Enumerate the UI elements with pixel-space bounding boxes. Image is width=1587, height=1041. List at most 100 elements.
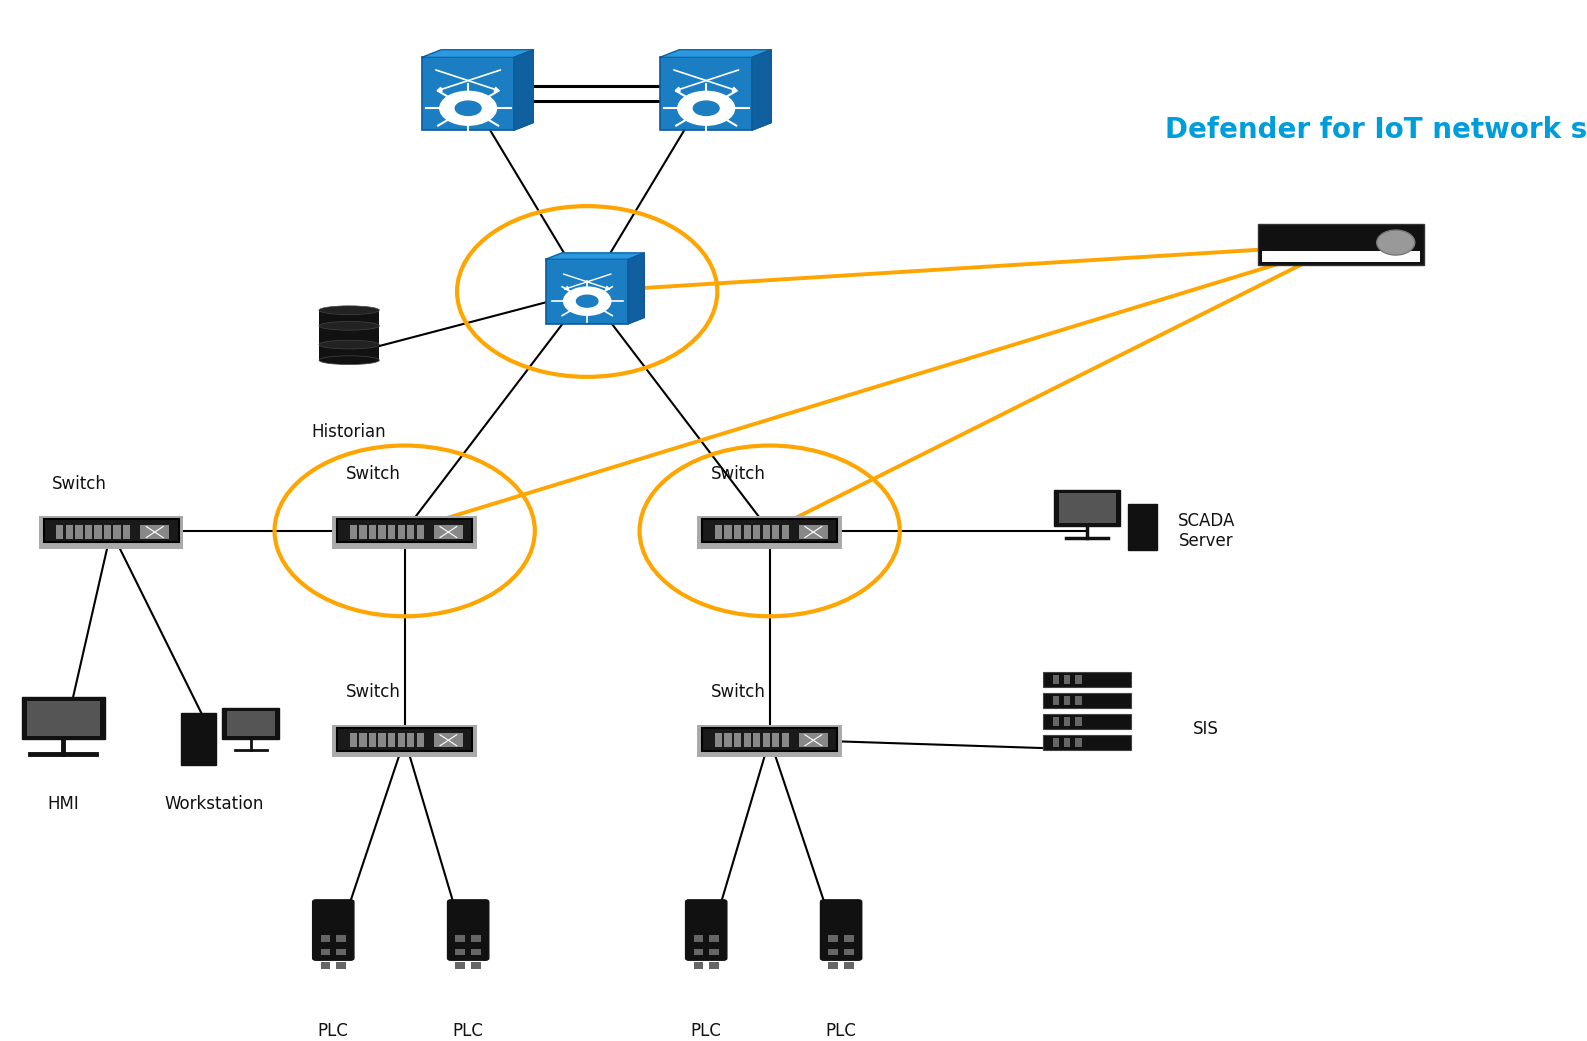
Polygon shape bbox=[660, 50, 771, 57]
Bar bbox=[319, 310, 379, 323]
FancyBboxPatch shape bbox=[1044, 714, 1132, 729]
Bar bbox=[743, 526, 751, 539]
FancyBboxPatch shape bbox=[820, 899, 862, 960]
Bar bbox=[754, 733, 760, 747]
Text: PLC: PLC bbox=[452, 1021, 484, 1040]
Ellipse shape bbox=[319, 340, 379, 349]
FancyBboxPatch shape bbox=[1044, 735, 1132, 750]
Text: PLC: PLC bbox=[825, 1021, 857, 1040]
Bar bbox=[763, 733, 770, 747]
Bar bbox=[349, 526, 357, 539]
Bar bbox=[95, 526, 102, 539]
Ellipse shape bbox=[319, 306, 379, 314]
Bar bbox=[781, 733, 789, 747]
Ellipse shape bbox=[576, 296, 598, 307]
FancyBboxPatch shape bbox=[222, 708, 279, 739]
Bar bbox=[724, 526, 732, 539]
Bar bbox=[694, 962, 703, 968]
Bar bbox=[67, 526, 73, 539]
Bar bbox=[714, 526, 722, 539]
FancyBboxPatch shape bbox=[333, 725, 476, 757]
Ellipse shape bbox=[563, 287, 611, 315]
Bar bbox=[349, 733, 357, 747]
Bar bbox=[709, 962, 719, 968]
FancyBboxPatch shape bbox=[660, 57, 752, 130]
FancyBboxPatch shape bbox=[686, 899, 727, 960]
Bar bbox=[1065, 676, 1071, 684]
Bar bbox=[455, 962, 465, 968]
Ellipse shape bbox=[694, 101, 719, 116]
Bar bbox=[387, 733, 395, 747]
Bar bbox=[336, 949, 346, 956]
Text: SCADA
Server: SCADA Server bbox=[1178, 511, 1235, 551]
FancyBboxPatch shape bbox=[1044, 693, 1132, 708]
Bar bbox=[1263, 251, 1420, 262]
FancyBboxPatch shape bbox=[1128, 504, 1157, 550]
Bar bbox=[844, 949, 854, 956]
Bar bbox=[1054, 676, 1060, 684]
Bar bbox=[433, 526, 463, 539]
FancyBboxPatch shape bbox=[448, 899, 489, 960]
FancyBboxPatch shape bbox=[703, 728, 838, 751]
Bar bbox=[114, 526, 121, 539]
Bar bbox=[828, 935, 838, 941]
Bar bbox=[397, 526, 405, 539]
Text: Historian: Historian bbox=[311, 423, 387, 441]
Text: Switch: Switch bbox=[711, 464, 765, 483]
Bar bbox=[694, 949, 703, 956]
Bar bbox=[1065, 696, 1071, 705]
Bar bbox=[368, 526, 376, 539]
FancyBboxPatch shape bbox=[338, 519, 473, 542]
Bar bbox=[1065, 717, 1071, 726]
FancyBboxPatch shape bbox=[546, 259, 628, 324]
Bar bbox=[828, 962, 838, 968]
Bar bbox=[379, 733, 386, 747]
Text: PLC: PLC bbox=[690, 1021, 722, 1040]
Polygon shape bbox=[546, 253, 644, 259]
Ellipse shape bbox=[319, 322, 379, 330]
Text: Switch: Switch bbox=[346, 464, 400, 483]
FancyBboxPatch shape bbox=[333, 516, 476, 549]
Bar bbox=[360, 526, 367, 539]
FancyBboxPatch shape bbox=[313, 899, 354, 960]
Bar bbox=[743, 733, 751, 747]
Circle shape bbox=[1376, 230, 1416, 255]
Bar bbox=[1054, 717, 1060, 726]
Bar bbox=[86, 526, 92, 539]
Text: PLC: PLC bbox=[317, 1021, 349, 1040]
Ellipse shape bbox=[319, 356, 379, 364]
Polygon shape bbox=[514, 50, 533, 130]
Ellipse shape bbox=[455, 101, 481, 116]
Bar bbox=[455, 935, 465, 941]
Text: SIS: SIS bbox=[1193, 719, 1219, 738]
FancyBboxPatch shape bbox=[1044, 672, 1132, 687]
Bar bbox=[387, 526, 395, 539]
Bar bbox=[1054, 738, 1060, 746]
FancyBboxPatch shape bbox=[698, 725, 841, 757]
Bar bbox=[406, 733, 414, 747]
Bar bbox=[416, 733, 424, 747]
FancyBboxPatch shape bbox=[1054, 490, 1120, 526]
Bar bbox=[754, 526, 760, 539]
Bar bbox=[105, 526, 111, 539]
Bar bbox=[455, 949, 465, 956]
Ellipse shape bbox=[440, 92, 497, 125]
Bar bbox=[724, 733, 732, 747]
Bar bbox=[471, 949, 481, 956]
FancyBboxPatch shape bbox=[40, 516, 184, 549]
Ellipse shape bbox=[678, 92, 735, 125]
Bar bbox=[735, 733, 741, 747]
Bar bbox=[319, 341, 379, 360]
Bar bbox=[1076, 738, 1082, 746]
FancyBboxPatch shape bbox=[698, 516, 841, 549]
Bar bbox=[781, 526, 789, 539]
Polygon shape bbox=[628, 253, 644, 324]
Bar bbox=[336, 962, 346, 968]
Text: Switch: Switch bbox=[52, 475, 106, 493]
Bar bbox=[798, 526, 828, 539]
Bar bbox=[709, 935, 719, 941]
FancyBboxPatch shape bbox=[22, 697, 105, 739]
Bar bbox=[694, 935, 703, 941]
Bar bbox=[1065, 738, 1071, 746]
Bar bbox=[1076, 676, 1082, 684]
